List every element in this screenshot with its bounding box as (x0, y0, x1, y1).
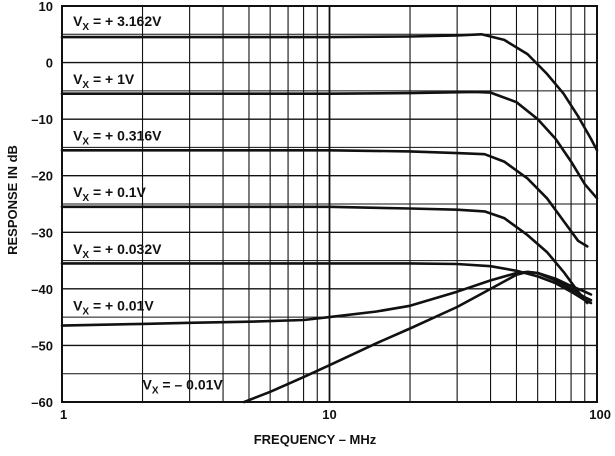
y-tick-label: –30 (31, 225, 53, 240)
y-tick-label: –60 (31, 395, 53, 410)
y-tick-label: 10 (39, 0, 53, 14)
y-tick-label: –10 (31, 112, 53, 127)
x-tick-labels: 1 10 100 (60, 407, 611, 422)
series-label: VX = + 3.162V (73, 13, 162, 33)
series-line (242, 270, 593, 404)
series-line (60, 262, 593, 305)
plot-frame (61, 5, 598, 403)
x-tick-label: 10 (322, 407, 336, 422)
series-line (60, 149, 589, 248)
series-label: VX = + 0.032V (73, 241, 162, 261)
x-tick-label: 1 (60, 407, 67, 422)
series-label: VX = – 0.01V (143, 377, 224, 397)
series-label: VX = + 0.1V (73, 184, 146, 204)
x-axis-label: FREQUENCY – MHz (254, 432, 377, 447)
series-line (60, 90, 599, 200)
series-line (60, 33, 599, 152)
y-tick-label: 0 (46, 56, 53, 71)
series-label: VX = + 0.316V (73, 128, 162, 148)
y-tick-labels: 10 0 –10 –20 –30 –40 –50 –60 (31, 0, 53, 410)
y-axis-label: RESPONSE IN dB (5, 145, 20, 255)
y-tick-label: –40 (31, 282, 53, 297)
series-labels: VX = + 3.162V VX = + 1V VX = + 0.316V VX = … (73, 13, 223, 397)
grid (62, 6, 597, 402)
series-label: VX = + 0.01V (73, 297, 154, 317)
series-label: VX = + 1V (73, 71, 135, 91)
series-line (60, 205, 589, 305)
x-tick-label: 100 (589, 407, 611, 422)
series-line (60, 270, 593, 327)
y-tick-label: –50 (31, 338, 53, 353)
y-tick-label: –20 (31, 169, 53, 184)
series-group (60, 33, 599, 404)
